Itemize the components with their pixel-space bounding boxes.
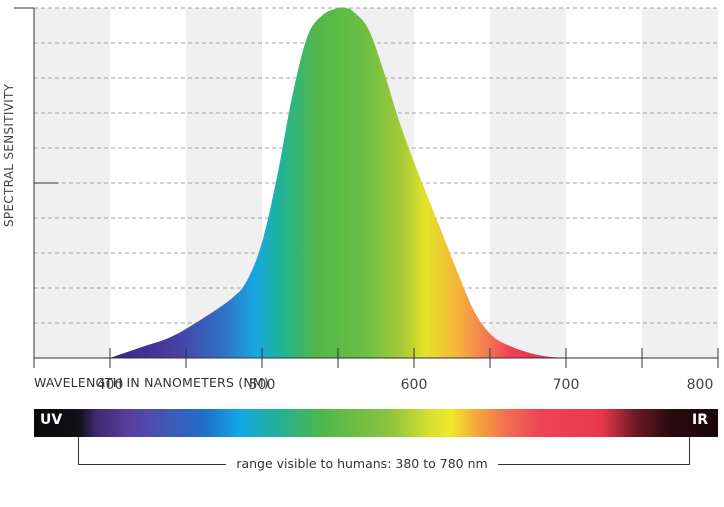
sensitivity-chart: 400 500 600 700 800 xyxy=(14,7,719,393)
grid-lines xyxy=(34,7,718,324)
x-tick-labels: 400 500 600 700 800 xyxy=(97,377,714,393)
uv-label: UV xyxy=(40,412,63,428)
x-tick-label: 800 xyxy=(687,377,714,393)
x-tick-label: 700 xyxy=(553,377,580,393)
x-tick-label: 600 xyxy=(401,377,428,393)
x-tick-label: 500 xyxy=(249,377,276,393)
visible-range-note: range visible to humans: 380 to 780 nm xyxy=(226,456,498,471)
spectrum-gradient xyxy=(34,409,718,437)
spectrum-bar xyxy=(34,409,718,437)
x-axis-label: WAVELENGTH IN NANOMETERS (NM) xyxy=(34,375,269,390)
ir-label: IR xyxy=(692,412,708,428)
x-tick-label: 400 xyxy=(97,377,124,393)
sensitivity-curve-area xyxy=(110,7,597,359)
axes xyxy=(14,7,719,368)
y-axis-label: SPECTRAL SENSITIVITY xyxy=(2,83,16,227)
